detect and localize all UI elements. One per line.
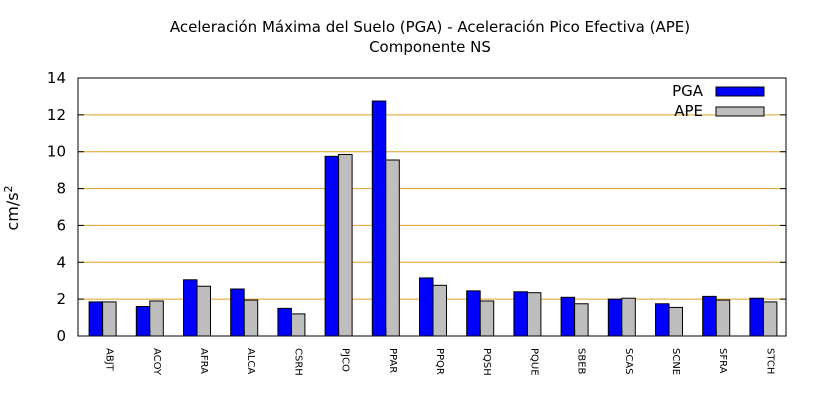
bar-ape-pque [526,292,542,337]
bar-ape-scne [668,306,683,337]
x-tick-label: SFRA [717,348,728,374]
bar-ape-csrh [290,313,306,337]
bar-pga-pque [513,291,528,337]
x-tick-label: ABJT [104,348,115,372]
legend-label-pga: PGA [672,82,704,100]
legend: PGA APE [672,82,765,120]
x-tick-label: PPAR [387,348,398,373]
x-tick-label: PJCO [340,348,351,372]
bar-pga-scne [655,303,670,337]
y-tick-label: 6 [56,216,66,234]
legend-swatch-ape [715,106,765,117]
y-tick-label: 2 [56,290,66,308]
bar-pga-sfra [702,295,717,337]
x-tick-label: CSRH [292,348,303,376]
y-tick-label: 10 [47,143,66,161]
bar-ape-pjco [338,153,353,337]
y-axis-label-text: cm/s [3,192,22,230]
y-tick-label: 8 [56,180,66,198]
bar-pga-acoy [135,306,151,337]
bar-ape-pqsh [479,300,495,337]
x-tick-label: SBEB [576,348,587,375]
x-axis-ticks: ABJT ACOY AFRA ALCA CSRH PJCO PPAR PPQR PQSH PQUE… [102,330,775,376]
bar-ape-sfra [715,299,731,337]
bar-ape-scas [621,297,636,337]
gridlines [78,114,786,300]
y-axis-ticks: 0 2 4 6 8 10 12 14 [47,69,786,345]
bar-pga-alca [230,288,245,337]
bar-pga-scas [607,298,623,337]
bar-ape-abjt [102,301,117,337]
bar-pga-ppqr [419,277,434,337]
y-tick-label: 12 [47,106,66,124]
bar-ape-stch [762,301,778,337]
svg-text:cm/s2: cm/s2 [2,185,22,230]
x-tick-label: ACOY [151,348,162,376]
x-tick-label: SCNE [670,348,681,375]
y-tick-label: 4 [56,253,66,271]
y-axis-label-superscript: 2 [2,185,15,192]
x-tick-label: STCH [764,348,775,374]
x-tick-label: AFRA [198,348,209,374]
bar-pga-afra [183,279,198,337]
bar-pga-sbeb [560,296,576,337]
chart-title: Aceleración Máxima del Suelo (PGA) - Ace… [170,18,690,36]
plot-frame [77,77,787,337]
bars [88,100,778,337]
bar-pga-stch [749,297,764,337]
y-tick-label: 14 [47,69,66,87]
legend-swatch-pga [715,86,765,97]
x-tick-label: ALCA [245,348,256,374]
x-tick-label: PQUE [528,348,539,376]
bar-pga-csrh [277,307,292,337]
x-tick-label: SCAS [623,348,634,375]
bar-pga-abjt [88,301,104,337]
bar-ape-ppqr [432,284,447,337]
legend-label-ape: APE [674,102,703,120]
bar-ape-ppar [385,159,400,337]
bar-pga-pjco [324,155,340,337]
bar-ape-alca [243,299,259,337]
x-tick-label: PPQR [434,348,445,375]
y-tick-label: 0 [56,327,66,345]
x-tick-label: PQSH [481,348,492,376]
bar-pga-pqsh [466,290,481,337]
chart-subtitle: Componente NS [369,38,491,56]
bar-pga-ppar [371,100,387,337]
bar-ape-afra [196,285,211,337]
bar-ape-acoy [149,300,164,337]
y-axis-label: cm/s2 [2,185,22,230]
bar-ape-sbeb [574,303,589,337]
